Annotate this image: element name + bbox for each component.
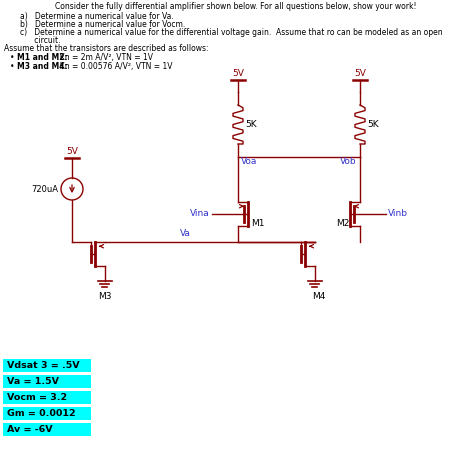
FancyBboxPatch shape: [3, 375, 91, 388]
Text: M3 and M4:: M3 and M4:: [17, 62, 68, 71]
Text: Va = 1.5V: Va = 1.5V: [7, 377, 59, 386]
Text: Av = -6V: Av = -6V: [7, 425, 53, 434]
Text: Kn = 2m A/V², VTN = 1V: Kn = 2m A/V², VTN = 1V: [55, 53, 153, 62]
Text: Assume that the transistors are described as follows:: Assume that the transistors are describe…: [4, 44, 209, 53]
Text: 5V: 5V: [232, 69, 244, 78]
FancyBboxPatch shape: [3, 407, 91, 420]
Text: c)   Determine a numerical value for the differential voltage gain.  Assume that: c) Determine a numerical value for the d…: [20, 28, 443, 37]
Text: M2: M2: [336, 219, 349, 228]
Text: M1 and M2:: M1 and M2:: [17, 53, 68, 62]
Text: a)   Determine a numerical value for Va.: a) Determine a numerical value for Va.: [20, 12, 174, 21]
Text: Vocm = 3.2: Vocm = 3.2: [7, 393, 67, 402]
Text: 5K: 5K: [367, 120, 379, 129]
Text: 5V: 5V: [354, 69, 366, 78]
Text: Vob: Vob: [340, 157, 357, 166]
Text: M4: M4: [312, 292, 326, 301]
Text: M3: M3: [98, 292, 112, 301]
Text: circuit.: circuit.: [20, 36, 61, 45]
Text: Gm = 0.0012: Gm = 0.0012: [7, 409, 76, 418]
Text: Va: Va: [180, 229, 191, 238]
Text: Voa: Voa: [241, 157, 257, 166]
Text: 5K: 5K: [245, 120, 256, 129]
Text: •: •: [10, 53, 15, 62]
FancyBboxPatch shape: [3, 359, 91, 372]
Text: •: •: [10, 62, 15, 71]
Text: M1: M1: [251, 219, 264, 228]
FancyBboxPatch shape: [3, 391, 91, 404]
FancyBboxPatch shape: [3, 423, 91, 436]
Text: Vinb: Vinb: [388, 209, 408, 218]
Text: Kn = 0.00576 A/V², VTN = 1V: Kn = 0.00576 A/V², VTN = 1V: [55, 62, 173, 71]
Text: Vdsat 3 = .5V: Vdsat 3 = .5V: [7, 361, 80, 370]
Text: b)   Determine a numerical value for Vocm.: b) Determine a numerical value for Vocm.: [20, 20, 185, 29]
Text: 5V: 5V: [66, 147, 78, 156]
Text: Consider the fully differential amplifier shown below. For all questions below, : Consider the fully differential amplifie…: [55, 2, 417, 11]
Text: Vina: Vina: [190, 209, 210, 218]
Text: 720uA: 720uA: [31, 184, 58, 193]
